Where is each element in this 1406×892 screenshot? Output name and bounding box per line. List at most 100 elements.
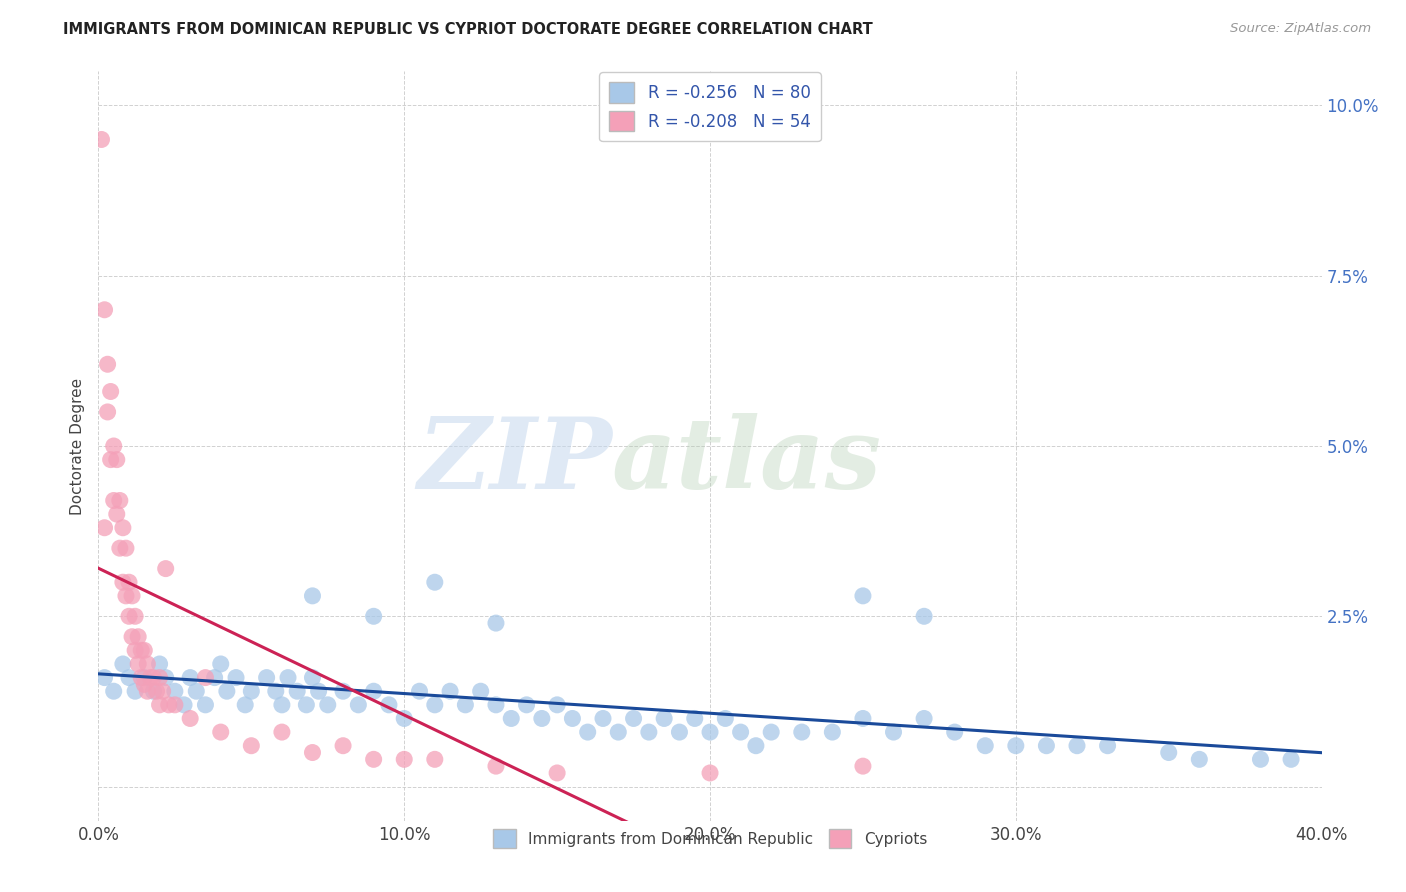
Point [155,561,177,575]
Point [332,684,354,698]
Point [127,657,149,671]
Point [163,698,186,712]
Point [186,684,208,698]
Point [121,630,143,644]
Point [316,698,339,712]
Point [470,684,492,698]
Point [103,493,125,508]
Point [194,671,217,685]
Point [209,657,232,671]
Point [683,711,706,725]
Point [100,452,122,467]
Point [1097,739,1119,753]
Point [439,684,461,698]
Point [714,711,737,725]
Point [111,575,134,590]
Point [108,493,131,508]
Point [136,684,159,698]
Point [285,684,308,698]
Point [149,671,172,685]
Point [240,684,263,698]
Point [347,698,370,712]
Point [155,671,177,685]
Text: Source: ZipAtlas.com: Source: ZipAtlas.com [1230,22,1371,36]
Point [157,698,180,712]
Point [363,609,385,624]
Point [163,684,186,698]
Point [136,657,159,671]
Point [209,725,232,739]
Point [1279,752,1302,766]
Point [215,684,238,698]
Point [912,711,935,725]
Point [115,589,138,603]
Point [943,725,966,739]
Point [852,711,875,725]
Point [134,671,156,685]
Point [225,671,247,685]
Point [173,698,195,712]
Point [194,698,217,712]
Point [1004,739,1026,753]
Point [363,684,385,698]
Point [129,643,152,657]
Point [233,698,256,712]
Legend: Immigrants from Dominican Republic, Cypriots: Immigrants from Dominican Republic, Cypr… [486,823,934,855]
Point [308,684,330,698]
Point [152,684,174,698]
Point [332,739,354,753]
Point [699,766,721,780]
Point [759,725,782,739]
Point [134,643,156,657]
Point [108,541,131,556]
Point [118,575,141,590]
Point [485,616,508,631]
Point [118,671,141,685]
Point [301,671,323,685]
Point [1157,746,1180,760]
Point [240,739,263,753]
Point [378,698,401,712]
Point [623,711,645,725]
Point [1188,752,1211,766]
Point [392,711,416,725]
Text: atlas: atlas [612,413,882,509]
Point [576,725,599,739]
Point [408,684,430,698]
Point [93,671,115,685]
Point [103,684,125,698]
Text: IMMIGRANTS FROM DOMINICAN REPUBLIC VS CYPRIOT DOCTORATE DEGREE CORRELATION CHART: IMMIGRANTS FROM DOMINICAN REPUBLIC VS CY… [63,22,873,37]
Point [124,643,146,657]
Point [134,677,156,691]
Point [124,609,146,624]
Point [93,302,115,317]
Point [637,725,661,739]
Point [277,671,299,685]
Point [745,739,768,753]
Point [668,725,690,739]
Point [142,684,165,698]
Point [1249,752,1271,766]
Point [730,725,752,739]
Point [97,405,120,419]
Point [363,752,385,766]
Point [139,671,162,685]
Point [652,711,675,725]
Point [149,657,172,671]
Point [124,684,146,698]
Point [142,671,165,685]
Point [179,711,201,725]
Point [423,752,446,766]
Point [423,698,446,712]
Point [270,698,292,712]
Point [852,589,875,603]
Point [103,439,125,453]
Point [97,357,120,371]
Point [111,521,134,535]
Point [1066,739,1088,753]
Point [699,725,721,739]
Point [121,589,143,603]
Point [454,698,477,712]
Point [301,589,323,603]
Point [790,725,813,739]
